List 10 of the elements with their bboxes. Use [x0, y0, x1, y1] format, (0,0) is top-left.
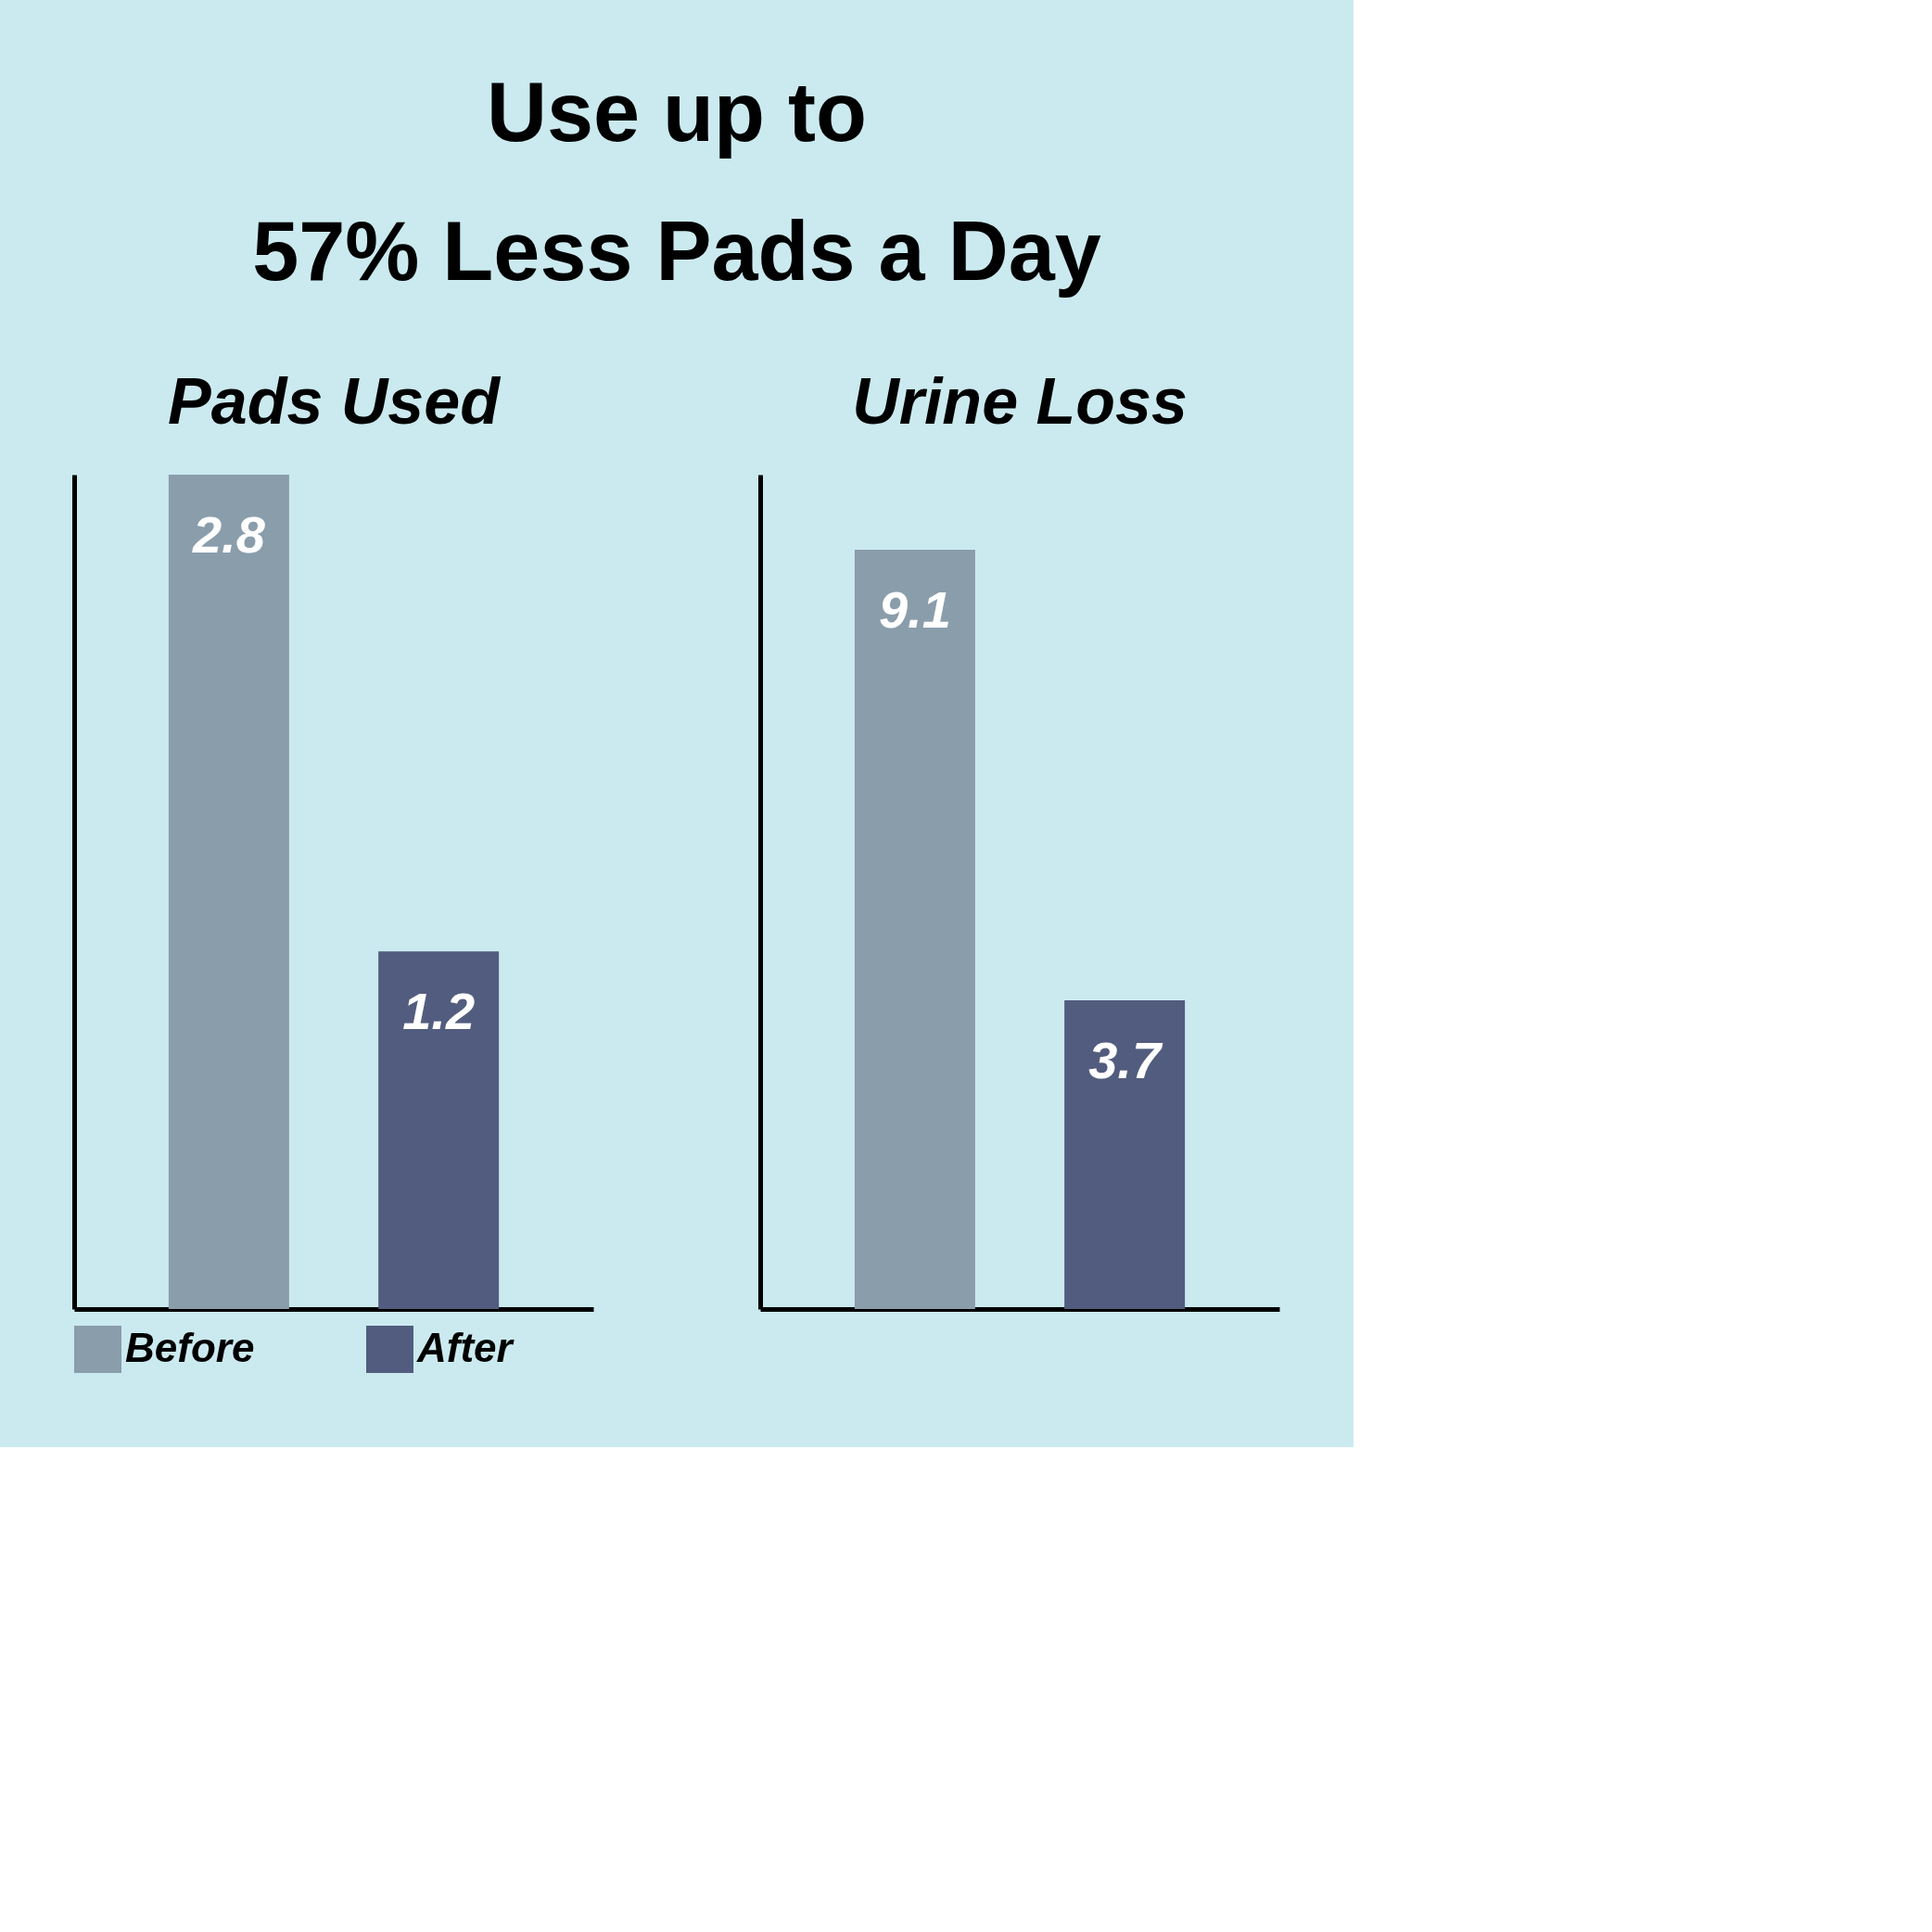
chart-title: Urine Loss: [852, 365, 1188, 438]
data-label: 1.2: [402, 982, 476, 1041]
data-label: 2.8: [191, 505, 266, 564]
text: 57% Less Pads a Day: [252, 205, 1101, 298]
legend-label: Before: [125, 1324, 255, 1370]
data-label: 3.7: [1088, 1031, 1163, 1089]
chart-title: Pads Used: [168, 365, 502, 438]
legend-label: After: [416, 1324, 515, 1370]
data-label: 9.1: [878, 580, 951, 639]
text: Use up to: [486, 66, 868, 159]
